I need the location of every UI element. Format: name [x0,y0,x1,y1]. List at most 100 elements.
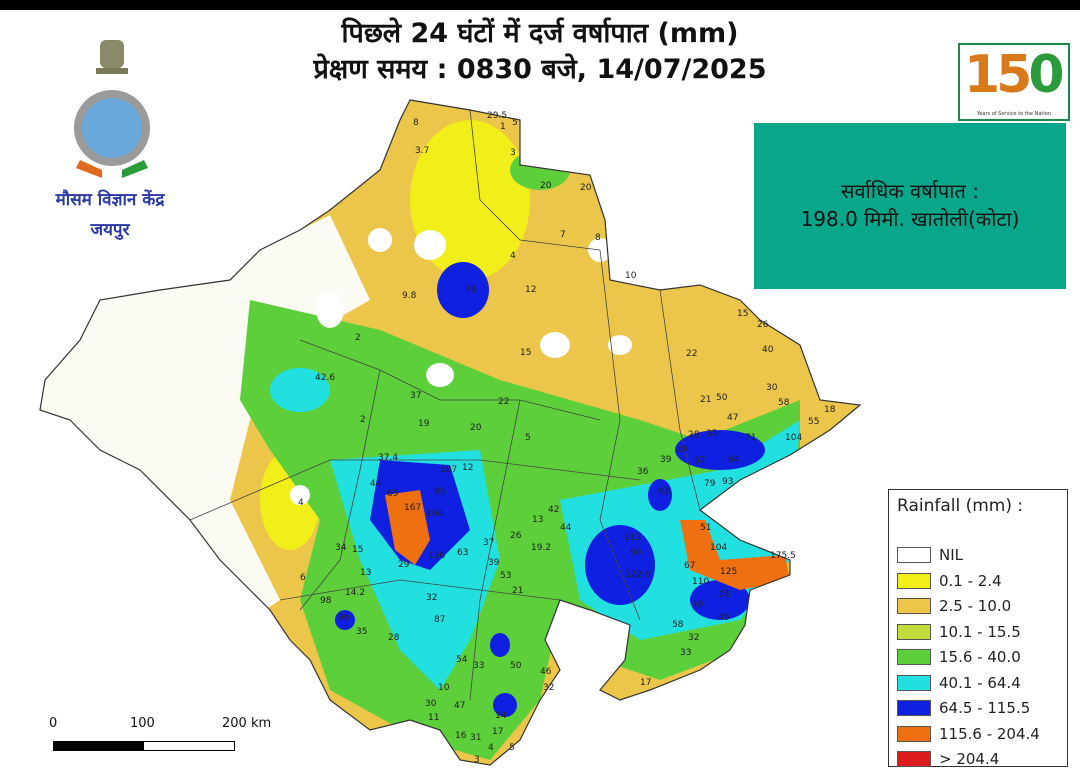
station-value: 16 [455,731,467,741]
station-value: 58 [672,620,684,630]
station-value: 13 [532,515,543,525]
station-value: 14.2 [345,588,365,598]
station-value: 69 [387,489,399,499]
station-value: 22 [498,397,509,407]
zone-15-6-40 [240,300,800,760]
max-rainfall-box: सर्वाधिक वर्षापात : 198.0 मिमी. खातोली(क… [754,123,1066,289]
station-value: 28 [388,633,400,643]
station-value: 32 [688,633,699,643]
station-value: 167 [404,503,421,513]
station-value: 37 [694,456,705,466]
anniversary-caption: Years of Service to the Nation [976,111,1052,117]
station-value: 40 [692,600,704,610]
station-value: 20 [470,423,482,433]
station-value: 50 [510,661,522,671]
scale-tick: 100 [130,716,155,731]
station-value: 11 [428,713,439,723]
station-value: 10 [438,683,450,693]
station-value: 98 [320,596,332,606]
station-value: 37 [483,538,494,548]
station-value: 32 [543,683,554,693]
legend-item: > 204.4 [897,750,999,768]
station-value: 18 [824,405,836,415]
imd-emblem-logo [74,40,150,178]
station-value: 17 [640,678,651,688]
station-value: 113 [624,533,641,543]
station-value: 107 [440,465,457,475]
legend-item: 2.5 - 10.0 [897,597,1011,615]
station-value: 32 [426,593,437,603]
rainfall-legend: Rainfall (mm) : NIL 0.1 - 2.4 2.5 - 10.0 10… [888,489,1068,768]
legend-label: 2.5 - 10.0 [939,597,1012,615]
station-value: 22 [686,349,697,359]
legend-item: 0.1 - 2.4 [897,572,1002,590]
station-value: 39 [660,455,672,465]
legend-swatch [897,649,931,665]
station-value: 12 [462,463,473,473]
station-value: 104 [710,543,727,553]
station-value: 44 [370,479,382,489]
legend-label: 64.5 - 115.5 [939,699,1031,717]
station-value: 6 [300,573,306,583]
station-value: 44 [560,523,572,533]
anniversary-150-logo: 150 Years of Service to the Nation [958,43,1070,121]
station-value: 2 [360,415,366,425]
station-value: 64 [728,455,740,465]
station-value: 71 [745,433,756,443]
map-title: पिछले 24 घंटों में दर्ज वर्षापात (mm) प्… [230,16,850,88]
station-value: 53 [500,571,511,581]
station-value: 47 [727,413,738,423]
station-value: 79 [704,479,716,489]
legend-swatch [897,700,931,716]
station-value: 28 [676,445,688,455]
station-value: 55 [808,417,819,427]
scale-bar: 0 100 200 km [40,716,280,756]
station-value: 30 [766,383,778,393]
station-value: 29 [398,560,410,570]
station-value: 5 [525,433,531,443]
station-value: 122.6 [625,570,651,580]
legend-swatch [897,572,931,589]
station-value: 21 [700,395,711,405]
station-value: 87 [434,615,445,625]
station-value: 54 [456,655,468,665]
station-value: 33 [473,661,484,671]
station-value: 20 [580,183,592,193]
station-value: 79 [465,285,477,295]
station-value: 10 [625,271,637,281]
district-boundaries [189,109,701,701]
station-value: 39 [488,558,500,568]
top-bar [0,0,1080,10]
station-value: 15 [737,309,748,319]
station-value: 3 [510,148,516,158]
station-value: 63 [658,487,669,497]
station-value: 15 [520,348,531,358]
rainfall-zones [40,100,860,765]
legend-label: 115.6 - 204.4 [939,724,1040,743]
station-value: 49 [718,613,730,623]
legend-item: 40.1 - 64.4 [897,674,1021,692]
legend-label: NIL [939,546,964,564]
zone-115-6-204-4 [385,490,430,565]
station-value: 95 [434,487,445,497]
station-value: 20 [540,181,552,191]
legend-item: 115.6 - 204.4 [897,725,1040,743]
station-value: 29.5 [487,111,507,121]
legend-label: 40.1 - 64.4 [939,673,1021,692]
station-value: 30 [425,699,437,709]
station-value: 8 [413,118,419,128]
station-value: 26 [510,531,522,541]
station-value: 14 [495,711,507,721]
station-value: 104 [785,433,802,443]
legend-swatch [897,725,931,742]
station-value: 104 [426,509,443,519]
station-value: 13 [360,568,371,578]
legend-label: > 204.4 [939,750,1000,768]
title-line-2: प्रेक्षण समय : 0830 बजे, 14/07/2025 [313,54,767,85]
station-value: 4 [510,251,516,261]
title-line-1: पिछले 24 घंटों में दर्ज वर्षापात (mm) [341,18,739,49]
station-value: 17 [492,727,503,737]
station-value: 36 [637,467,649,477]
station-value: 90 [338,613,350,623]
station-value: 63 [457,548,468,558]
